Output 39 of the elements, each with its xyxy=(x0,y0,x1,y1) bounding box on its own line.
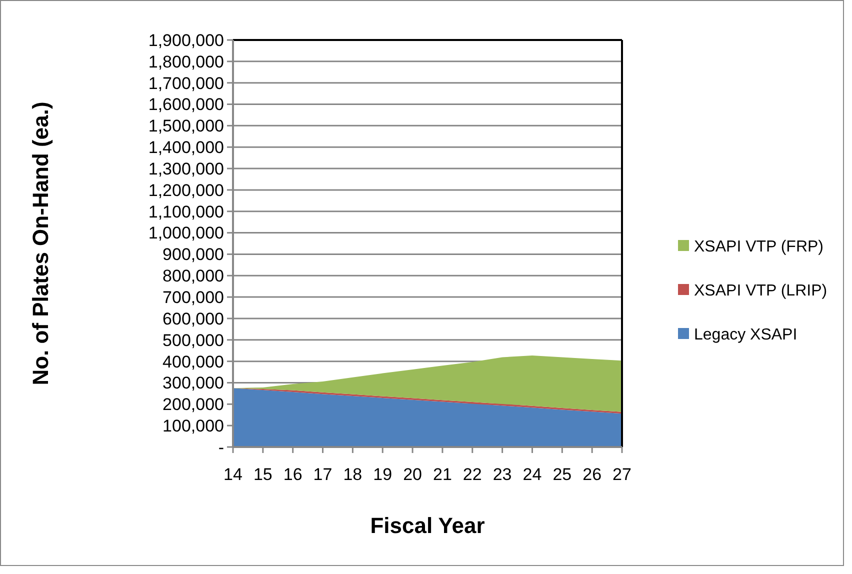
x-tick-label: 20 xyxy=(403,465,422,484)
x-tick-label: 21 xyxy=(433,465,452,484)
x-axis-title: Fiscal Year xyxy=(370,513,486,538)
legend-label: Legacy XSAPI xyxy=(694,326,798,344)
y-tick-label: 400,000 xyxy=(162,352,224,372)
y-tick-label: - xyxy=(218,438,224,457)
legend-label: XSAPI VTP (LRIP) xyxy=(694,282,828,300)
x-tick-label: 14 xyxy=(224,465,242,484)
x-tick-label: 26 xyxy=(582,465,602,484)
y-tick-label: 1,900,000 xyxy=(148,30,224,50)
x-tick-label: 17 xyxy=(313,465,332,484)
y-tick-label: 1,500,000 xyxy=(148,116,224,136)
x-tick-label: 18 xyxy=(343,465,362,484)
x-tick-label: 15 xyxy=(253,465,272,484)
y-tick-label: 700,000 xyxy=(162,288,224,308)
y-tick-label: 800,000 xyxy=(162,266,224,286)
y-axis-title: No. of Plates On-Hand (ea.) xyxy=(28,102,53,386)
y-tick-label: 1,100,000 xyxy=(148,202,224,222)
y-tick-label: 300,000 xyxy=(162,374,224,393)
y-tick-label: 1,000,000 xyxy=(148,224,224,243)
x-tick-label: 22 xyxy=(462,465,482,484)
x-tick-label: 25 xyxy=(552,465,572,484)
y-tick-label: 100,000 xyxy=(162,416,224,436)
x-tick-label: 24 xyxy=(522,465,542,484)
y-tick-label: 1,600,000 xyxy=(148,95,224,114)
y-tick-label: 900,000 xyxy=(162,245,224,264)
legend-label: XSAPI VTP (FRP) xyxy=(694,238,824,256)
x-tick-label: 27 xyxy=(612,465,632,484)
y-tick-label: 1,800,000 xyxy=(148,52,224,72)
y-tick-label: 1,700,000 xyxy=(148,74,224,93)
y-tick-label: 600,000 xyxy=(162,309,224,328)
y-tick-label: 1,300,000 xyxy=(148,159,224,178)
x-tick-label: 23 xyxy=(492,465,512,484)
y-tick-label: 1,400,000 xyxy=(148,138,224,158)
y-tick-label: 200,000 xyxy=(162,395,224,414)
y-tick-label: 1,200,000 xyxy=(148,180,224,200)
x-tick-label: 19 xyxy=(373,465,392,484)
y-tick-label: 500,000 xyxy=(162,330,224,350)
x-tick-label: 16 xyxy=(283,465,302,484)
